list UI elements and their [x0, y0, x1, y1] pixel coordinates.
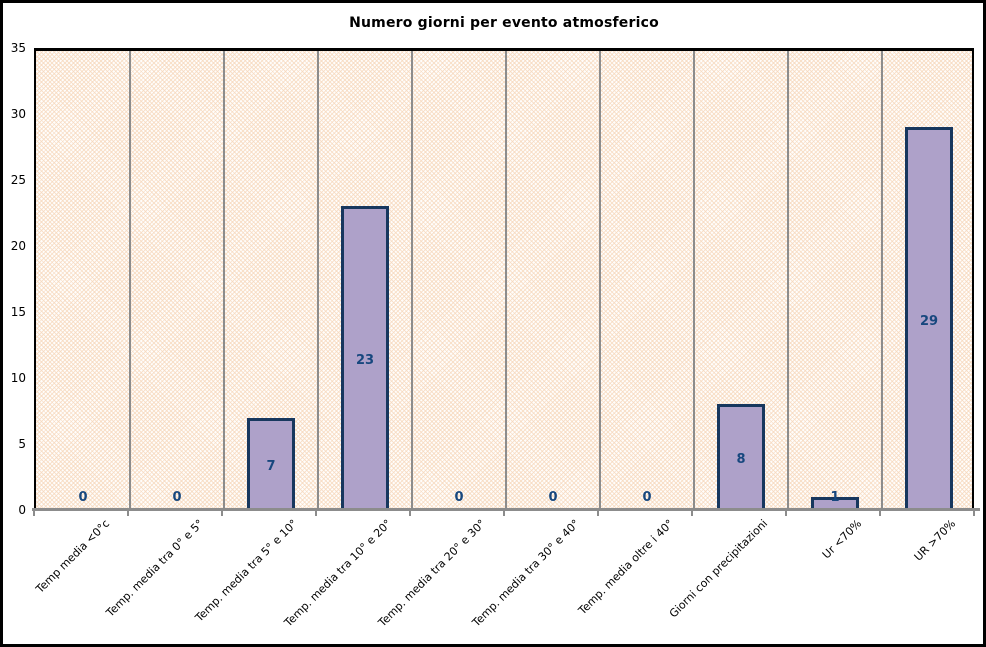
- axis-tick: [973, 511, 975, 516]
- gridline: [881, 51, 883, 510]
- bar-value-label: 0: [454, 490, 464, 505]
- gridline: [787, 51, 789, 510]
- gridline: [693, 51, 695, 510]
- bar: [717, 404, 765, 510]
- axis-tick: [879, 511, 881, 516]
- bar-value-label: 1: [830, 490, 840, 505]
- gridline: [599, 51, 601, 510]
- x-axis-line: [32, 508, 980, 511]
- bar: [247, 417, 295, 510]
- axis-tick: [221, 511, 223, 516]
- axis-tick: [127, 511, 129, 516]
- bar-value-label: 0: [172, 490, 182, 505]
- axis-tick: [33, 511, 35, 516]
- axis-tick: [691, 511, 693, 516]
- bar: [341, 206, 389, 510]
- bar-value-label: 0: [548, 490, 558, 505]
- chart-title: Numero giorni per evento atmosferico: [349, 15, 659, 31]
- axis-tick: [503, 511, 505, 516]
- gridline: [223, 51, 225, 510]
- y-axis-tick-label: 0: [18, 503, 26, 517]
- bar-value-label: 0: [642, 490, 652, 505]
- bar-value-label: 7: [266, 458, 276, 474]
- bar-value-label: 23: [355, 353, 375, 369]
- bar-value-label: 29: [919, 313, 939, 329]
- axis-tick: [409, 511, 411, 516]
- y-axis-tick-label: 5: [18, 437, 26, 451]
- plot-area: 0 0 7 23 0 0 0 8 1 29: [34, 48, 974, 510]
- bar: [811, 496, 859, 510]
- bar-value-label: 0: [78, 490, 88, 505]
- bar: [905, 127, 953, 510]
- gridline: [411, 51, 413, 510]
- gridline: [317, 51, 319, 510]
- axis-tick: [315, 511, 317, 516]
- y-axis-tick-label: 20: [10, 239, 26, 253]
- y-axis-tick-label: 15: [10, 305, 26, 319]
- bar-value-label: 8: [736, 452, 746, 468]
- y-axis-tick-label: 10: [10, 371, 26, 385]
- gridline: [129, 51, 131, 510]
- axis-tick: [785, 511, 787, 516]
- gridline: [505, 51, 507, 510]
- y-axis-tick-label: 30: [10, 107, 26, 121]
- x-axis-label: UR >70%: [911, 517, 959, 564]
- y-axis-tick-label: 35: [10, 41, 26, 55]
- y-axis-tick-label: 25: [10, 173, 26, 187]
- axis-tick: [597, 511, 599, 516]
